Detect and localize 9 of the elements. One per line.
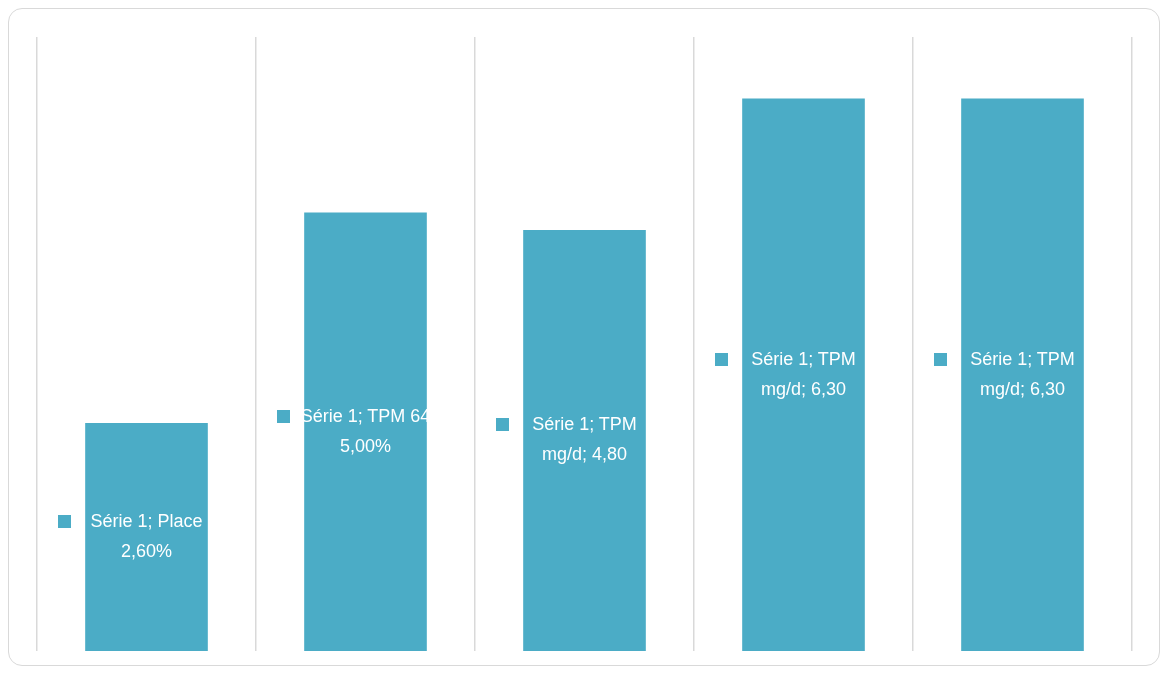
data-label: Série 1; TPM mg/d; 6,30 xyxy=(970,348,1075,399)
data-label: Série 1; Place 2,60% xyxy=(90,510,203,561)
bar xyxy=(304,212,427,651)
bar xyxy=(742,98,865,651)
data-label: Série 1; TPM mg/d; 6,30 xyxy=(751,348,856,399)
bar xyxy=(523,229,646,651)
data-label: Série 1; TPM mg/d; 4,80 xyxy=(532,414,637,465)
bar xyxy=(85,422,208,651)
bar xyxy=(961,98,1084,651)
